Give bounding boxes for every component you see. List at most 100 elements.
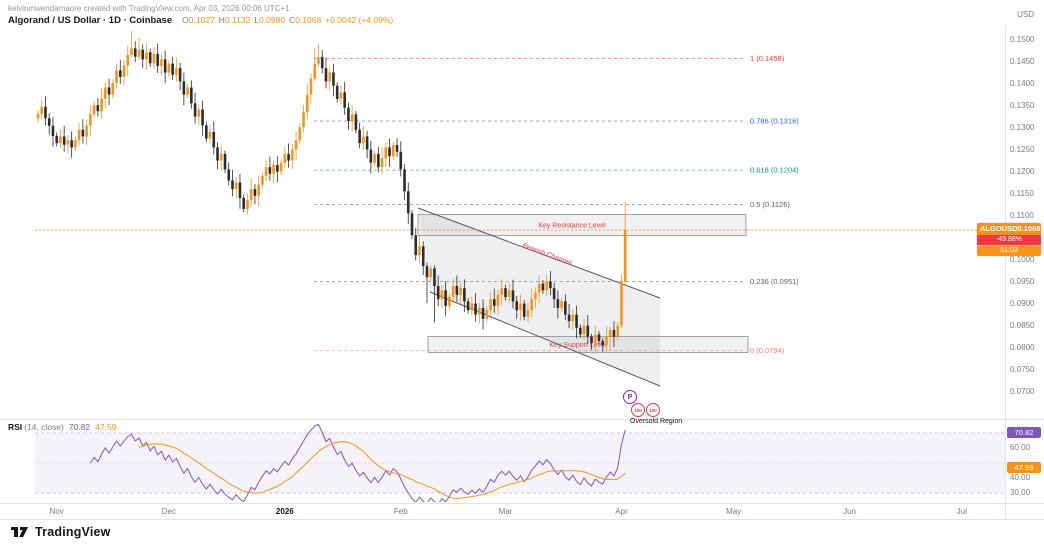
high-label: H	[218, 15, 225, 25]
fib-level-label: 0.5 (0.1126)	[750, 200, 790, 209]
candle-body	[242, 197, 245, 209]
candle-body	[294, 140, 298, 150]
price-tick: 0.1000	[1010, 255, 1035, 264]
candle-body	[175, 68, 178, 75]
candle-body	[369, 149, 373, 163]
candle-body	[362, 136, 365, 143]
candle-body	[567, 314, 571, 322]
rsi-value: 70.82	[68, 422, 91, 432]
candle-body	[489, 299, 492, 311]
candle-body	[223, 153, 227, 170]
time-tick: Dec	[161, 507, 176, 516]
candle-body	[332, 72, 335, 86]
oversold-region-annotation: Oversold Region	[630, 418, 683, 425]
candle-body	[481, 307, 485, 319]
price-tick: 0.1150	[1010, 189, 1034, 198]
candle-body	[81, 129, 85, 137]
candle-body	[560, 301, 563, 308]
rsi-ma-line	[138, 440, 626, 500]
candle-body	[74, 140, 77, 148]
footer-bar: TradingView	[10, 524, 111, 540]
candle-body	[208, 131, 212, 139]
candle-body	[425, 266, 429, 278]
candle-body	[62, 136, 66, 145]
candle-body	[365, 136, 369, 150]
candle-body	[519, 303, 522, 311]
symbol-title[interactable]: Algorand / US Dollar · 1D · Coinbase	[8, 15, 173, 26]
candle-body	[541, 283, 545, 291]
candle-body	[347, 107, 350, 121]
candle-body	[126, 54, 130, 66]
rsi-legend[interactable]: RSI (14, close) 70.82 47.59	[8, 422, 116, 432]
time-tick: Apr	[615, 507, 628, 516]
close-value: 0.1068	[295, 15, 322, 25]
snapshot-byline: kelvinmwendamaore created with TradingVi…	[8, 4, 290, 13]
rsi-pane[interactable]	[35, 423, 1005, 504]
candle-body	[605, 336, 608, 346]
rsi-line	[89, 423, 626, 502]
candle-body	[582, 325, 586, 335]
candle-body	[253, 189, 257, 196]
candle-body	[440, 290, 444, 300]
candle-body	[597, 334, 601, 341]
candle-body	[504, 288, 507, 297]
price-tick: 0.0800	[1010, 343, 1035, 352]
tradingview-wordmark[interactable]: TradingView	[35, 525, 111, 539]
candle-body	[474, 303, 477, 315]
price-tick: 0.1400	[1010, 79, 1035, 88]
candle-body	[459, 288, 462, 295]
low-label: L	[254, 15, 260, 25]
candle-body	[40, 106, 44, 114]
candle-body	[320, 57, 324, 69]
candle-body	[549, 281, 552, 289]
candle-body	[51, 125, 55, 136]
candle-body	[571, 314, 575, 322]
candle-body	[515, 301, 519, 311]
candle-body	[287, 153, 290, 161]
candle-body	[556, 299, 560, 308]
candle-body	[279, 162, 283, 172]
candle-body	[470, 303, 474, 311]
candle-body	[171, 63, 174, 75]
candle-body	[496, 294, 500, 306]
change-value: +0.0042 (+4.09%)	[325, 15, 394, 25]
candle-body	[238, 182, 242, 198]
candle-body	[354, 114, 358, 130]
candle-body	[485, 310, 489, 319]
candle-body	[335, 85, 339, 99]
channel-top-line	[417, 207, 661, 299]
candle-body	[313, 63, 317, 79]
time-scale[interactable]: Nov Dec 2026 Feb Mar Apr May Jun Jul	[0, 503, 1005, 519]
price-tick: 0.0900	[1010, 299, 1035, 308]
price-scale[interactable]: 0.1500 0.1450 0.1400 0.1350 0.1300 0.1250 0.12…	[1007, 0, 1044, 519]
candle-body	[410, 213, 414, 236]
candle-body	[616, 325, 619, 337]
candle-body	[276, 164, 279, 172]
rsi-tick: 30.00	[1010, 488, 1031, 497]
price-tick: 0.1250	[1010, 145, 1035, 154]
candle-body	[305, 94, 309, 113]
candle-body	[201, 109, 204, 126]
candle-body	[216, 147, 219, 161]
tradingview-logo-icon[interactable]	[10, 524, 30, 540]
candle-body	[268, 167, 272, 174]
candle-body	[261, 175, 264, 185]
price-pane[interactable]: Key Resistance LevelKey Support LevelBea…	[35, 30, 1005, 387]
candle-body	[44, 106, 47, 119]
candle-body	[100, 98, 103, 112]
fib-level-label: 0 (0.0794)	[750, 346, 785, 355]
candle-body	[492, 299, 496, 306]
candle-body	[167, 63, 171, 73]
candle-body	[537, 283, 541, 293]
candle-body	[466, 301, 470, 311]
candle-body	[608, 329, 612, 337]
time-tick: Feb	[393, 507, 408, 516]
badge-change-pct: -49.88%	[977, 235, 1041, 246]
candle-body	[534, 292, 537, 300]
rsi-tick: 60.00	[1010, 443, 1031, 452]
candle-body	[141, 49, 145, 60]
candle-body	[421, 246, 425, 267]
candle-body	[130, 48, 133, 55]
candle-body	[92, 105, 96, 115]
